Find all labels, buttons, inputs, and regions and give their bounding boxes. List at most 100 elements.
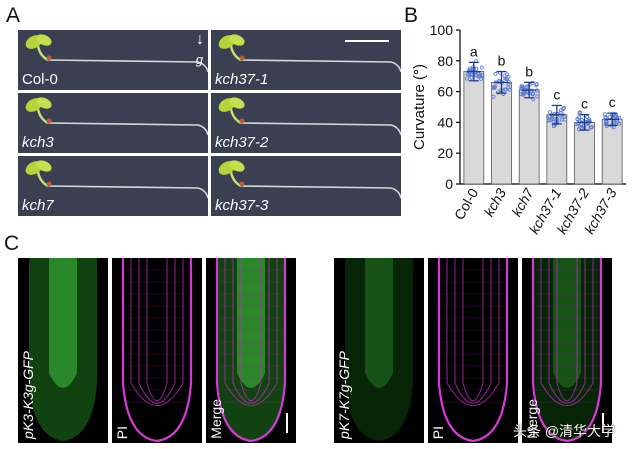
seedling-drawing xyxy=(25,160,208,199)
data-point xyxy=(577,115,582,120)
root-tip-drawing xyxy=(215,258,287,443)
seedling-photo-kch37-1: kch37-1 xyxy=(211,30,401,90)
gravity-arrow-icon: ↓ xyxy=(196,31,204,48)
data-point xyxy=(505,72,510,77)
data-point xyxy=(559,117,564,122)
data-point xyxy=(507,87,512,92)
micrograph-pi: PI xyxy=(428,258,518,443)
micrograph-label: pK3-K3g-GFP xyxy=(20,351,36,439)
micrograph-merge-weak: Merge xyxy=(522,258,612,443)
micrograph-label: Merge xyxy=(208,399,224,439)
scale-bar xyxy=(345,40,389,42)
gravity-label: g xyxy=(195,52,203,67)
seedling-photo-kch37-2: kch37-2 xyxy=(211,93,401,153)
bar-kch7 xyxy=(518,89,540,185)
significance-label: b xyxy=(525,63,533,79)
watermark: 头条 @清华大学 xyxy=(513,423,616,439)
data-point xyxy=(607,115,612,120)
data-point xyxy=(465,72,470,77)
y-tick-label: 20 xyxy=(437,145,453,161)
panel-b-letter: B xyxy=(404,4,419,27)
y-tick-label: 80 xyxy=(437,53,453,69)
scale-bar xyxy=(602,413,604,433)
data-point xyxy=(469,72,474,77)
seedling-drawing xyxy=(218,160,401,199)
curvature-bar-chart: 0 20 40 60 80 100 Curvature (°) a Col-0 b kch3 b kch… xyxy=(411,22,626,236)
data-point xyxy=(496,90,501,95)
category-label: kch3 xyxy=(480,185,509,219)
data-point xyxy=(530,92,535,97)
root-tip-drawing xyxy=(531,258,603,443)
micrograph-gfp: pK3-K3g-GFP xyxy=(18,258,108,443)
data-point xyxy=(547,110,552,115)
data-point xyxy=(547,114,552,119)
data-point xyxy=(617,115,622,120)
root-tip-drawing xyxy=(29,258,97,441)
data-point xyxy=(493,71,498,76)
data-point xyxy=(467,66,472,71)
y-tick-label: 0 xyxy=(445,176,453,192)
y-tick-label: 60 xyxy=(437,84,453,100)
data-point xyxy=(602,112,607,117)
panel-a-letter: A xyxy=(6,4,21,27)
data-point xyxy=(576,121,581,126)
data-point xyxy=(479,76,484,81)
seedling-label: kch37-1 xyxy=(215,71,269,88)
scale-bar xyxy=(286,413,288,433)
data-point xyxy=(503,76,508,81)
data-point xyxy=(579,118,584,123)
seedling-drawing xyxy=(25,34,208,73)
category-label: Col-0 xyxy=(451,185,482,222)
root-tip-drawing xyxy=(121,258,193,443)
data-point xyxy=(558,108,563,113)
seedling-label: kch7 xyxy=(22,197,54,214)
micrograph-label: pK7-K7g-GFP xyxy=(336,351,352,439)
micrograph-gfp-weak: pK7-K7g-GFP xyxy=(334,258,424,443)
data-point xyxy=(480,73,485,78)
data-point xyxy=(530,81,535,86)
bar-kch37-2 xyxy=(574,122,595,185)
seedling-photo-kch37-3: kch37-3 xyxy=(211,156,401,216)
seedling-label: kch37-2 xyxy=(215,134,269,151)
seedling-photo-col-0: Col-0 ↓ g xyxy=(18,30,208,90)
data-point xyxy=(501,91,506,96)
seedling-photo-kch3: kch3 xyxy=(18,93,208,153)
seedling-drawing xyxy=(218,97,401,136)
data-point xyxy=(519,84,524,89)
seedling-photo-kch7: kch7 xyxy=(18,156,208,216)
bar-Col-0 xyxy=(463,71,485,185)
data-point xyxy=(561,105,566,110)
significance-label: c xyxy=(553,86,560,102)
data-point xyxy=(534,83,539,88)
data-point xyxy=(616,121,621,126)
data-point xyxy=(589,125,594,130)
data-point xyxy=(464,76,469,81)
data-point xyxy=(474,66,479,71)
data-point xyxy=(524,84,529,89)
data-point xyxy=(550,117,555,122)
panel-c-letter: C xyxy=(4,232,20,255)
micrograph-pi: PI xyxy=(112,258,202,443)
micrograph-merge: Merge xyxy=(206,258,296,443)
category-label: kch7 xyxy=(508,184,537,219)
significance-label: c xyxy=(581,96,588,112)
data-point xyxy=(519,92,524,97)
y-tick-label: 40 xyxy=(437,114,453,130)
micrograph-label: PI xyxy=(114,425,130,439)
data-point xyxy=(603,119,608,124)
y-axis-label: Curvature (°) xyxy=(411,64,428,150)
bar-kch37-3 xyxy=(601,118,623,185)
root-tip-drawing xyxy=(345,258,413,441)
significance-label: b xyxy=(498,53,506,69)
y-tick-label: 100 xyxy=(430,22,454,38)
data-point xyxy=(520,85,525,90)
seedling-drawing xyxy=(25,97,208,136)
seedling-label: Col-0 xyxy=(22,71,58,88)
significance-label: c xyxy=(609,94,616,110)
data-point xyxy=(553,121,558,126)
data-point xyxy=(479,65,484,70)
seedling-drawing xyxy=(218,34,401,73)
data-point xyxy=(503,87,508,92)
seedling-label: kch37-3 xyxy=(215,197,269,214)
seedling-label: kch3 xyxy=(22,134,54,151)
